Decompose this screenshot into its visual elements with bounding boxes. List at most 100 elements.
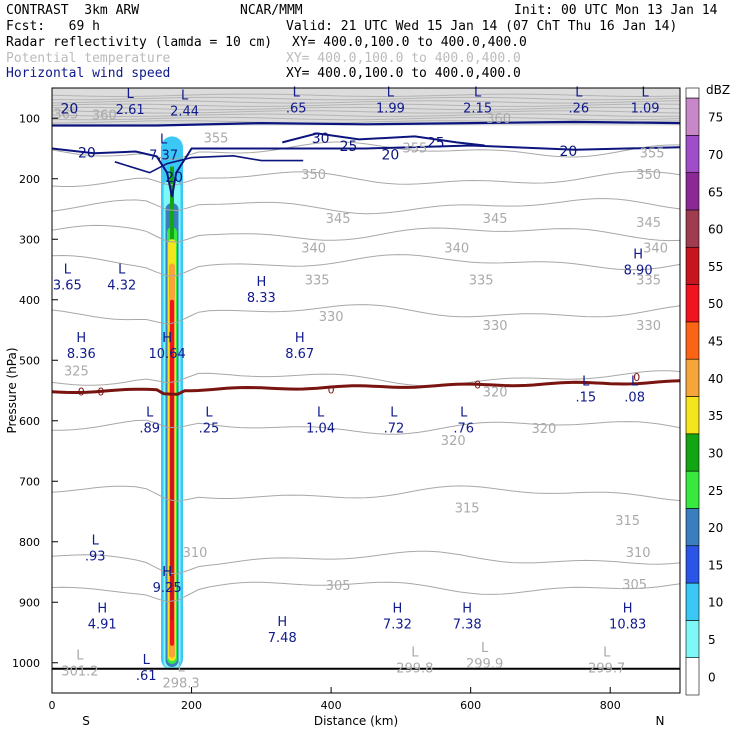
theta-label: 335: [469, 274, 494, 289]
extremum-value: .61: [136, 669, 157, 684]
theta-label: 315: [455, 502, 480, 517]
theta-min-letter: L: [177, 661, 185, 676]
field-reflectivity-xy: XY= 400.0,100.0 to 400.0,400.0: [292, 35, 527, 50]
extremum-value: 10.64: [149, 347, 186, 362]
extremum-letter: L: [143, 653, 151, 668]
theta-contour: [51, 224, 681, 243]
theta-contour-upper: [51, 100, 681, 104]
theta-min-value: 299.7: [588, 662, 625, 677]
colorbar-level-label: 10: [708, 596, 723, 610]
extremum-letter: L: [293, 85, 301, 100]
wind-speed-contour: [52, 120, 681, 127]
theta-contour: [51, 550, 681, 575]
theta-label: 345: [326, 212, 351, 227]
theta-contour-upper: [51, 120, 681, 124]
x-axis-title: Distance (km): [314, 714, 398, 728]
extremum-letter: H: [162, 331, 172, 346]
extremum-letter: L: [317, 405, 325, 420]
extremum-value: .15: [575, 391, 596, 406]
theta-label: 325: [64, 364, 89, 379]
extremum-letter: L: [582, 375, 590, 390]
theta-label: 360: [486, 112, 511, 127]
colorbar-swatch: [685, 396, 700, 435]
extremum-letter: H: [277, 615, 287, 630]
extremum-letter: L: [181, 88, 189, 103]
theta-contour-upper: [51, 93, 681, 98]
model-title: CONTRAST 3km ARW: [6, 3, 140, 18]
field-potential-temperature-xy: XY= 400.0,100.0 to 400.0,400.0: [286, 51, 521, 66]
reflectivity-core: [170, 396, 174, 621]
extremum-letter: L: [641, 85, 649, 100]
theta-label: 320: [532, 422, 557, 437]
extremum-letter: L: [474, 85, 482, 100]
extremum-value: 8.67: [285, 347, 314, 362]
theta-label: 350: [301, 168, 326, 183]
extremum-letter: H: [76, 331, 86, 346]
theta-label: 310: [183, 546, 208, 561]
colorbar-level-label: 20: [708, 521, 723, 535]
y-tick-label: 300: [19, 233, 40, 246]
extremum-letter: H: [295, 331, 305, 346]
extremum-value: .08: [624, 391, 645, 406]
theta-min-letter: L: [603, 646, 611, 661]
theta-label: 330: [319, 310, 344, 325]
extremum-value: 7.48: [268, 631, 297, 646]
y-tick-label: 100: [19, 112, 40, 125]
theta-min-value: 298.3: [162, 677, 199, 692]
wind-speed-label: 20: [559, 144, 577, 160]
freezing-level-label: 0: [97, 386, 104, 399]
extremum-letter: H: [256, 275, 266, 290]
extremum-letter: H: [623, 601, 633, 616]
extremum-value: 7.38: [453, 617, 482, 632]
extremum-value: 1.09: [631, 101, 660, 116]
theta-label: 310: [626, 546, 651, 561]
wind-speed-label: 20: [382, 147, 400, 163]
wind-speed-label: 25: [427, 135, 445, 151]
wind-speed-label: 20: [165, 170, 183, 186]
theta-contour: [51, 370, 681, 387]
theta-contour-upper: [51, 96, 681, 101]
wind-speed-contour: [114, 154, 304, 174]
extremum-value: .76: [453, 421, 474, 436]
x-tick-label: 600: [460, 699, 481, 712]
colorbar-swatch: [685, 135, 700, 173]
extremum-letter: L: [390, 405, 398, 420]
colorbar-level-label: 65: [708, 185, 723, 199]
theta-min-value: 299.9: [466, 657, 503, 672]
y-tick-label: 900: [19, 596, 40, 609]
colorbar-level-label: 25: [708, 484, 723, 498]
theta-contour-upper: [51, 103, 681, 107]
theta-min-value: 301.2: [61, 665, 98, 680]
theta-contour-upper: [51, 116, 681, 121]
colorbar-level-label: 75: [708, 111, 723, 125]
extremum-value: 4.32: [107, 279, 136, 294]
extremum-letter: L: [575, 85, 583, 100]
y-tick-label: 600: [19, 415, 40, 428]
colorbar-swatch: [685, 582, 700, 621]
theta-label: 350: [636, 168, 661, 183]
x-end-label-right: N: [656, 714, 665, 728]
extremum-letter: L: [460, 405, 468, 420]
wind-speed-label: 20: [78, 146, 96, 162]
theta-label: 340: [643, 242, 668, 257]
y-axis-title: Pressure (hPa): [5, 347, 19, 433]
theta-min-letter: L: [481, 641, 489, 656]
extremum-value: 2.44: [170, 104, 199, 119]
colorbar-level-label: 40: [708, 372, 723, 386]
y-tick-label: 1000: [12, 657, 40, 670]
x-tick-label: 800: [600, 699, 621, 712]
colorbar-unit: dBZ: [706, 83, 730, 97]
extremum-value: 10.83: [609, 617, 646, 632]
extremum-letter: H: [633, 248, 643, 263]
colorbar-swatch: [685, 284, 700, 323]
x-tick-label: 400: [321, 699, 342, 712]
colorbar-swatch: [685, 209, 700, 248]
extremum-letter: H: [162, 565, 172, 580]
freezing-level-label: 0: [474, 378, 481, 391]
field-reflectivity: Radar reflectivity (lamda = 10 cm): [6, 35, 273, 50]
theta-contour: [51, 485, 681, 502]
extremum-value: .65: [286, 101, 307, 116]
colorbar-level-label: 70: [708, 148, 723, 162]
extremum-value: 8.33: [247, 291, 276, 306]
